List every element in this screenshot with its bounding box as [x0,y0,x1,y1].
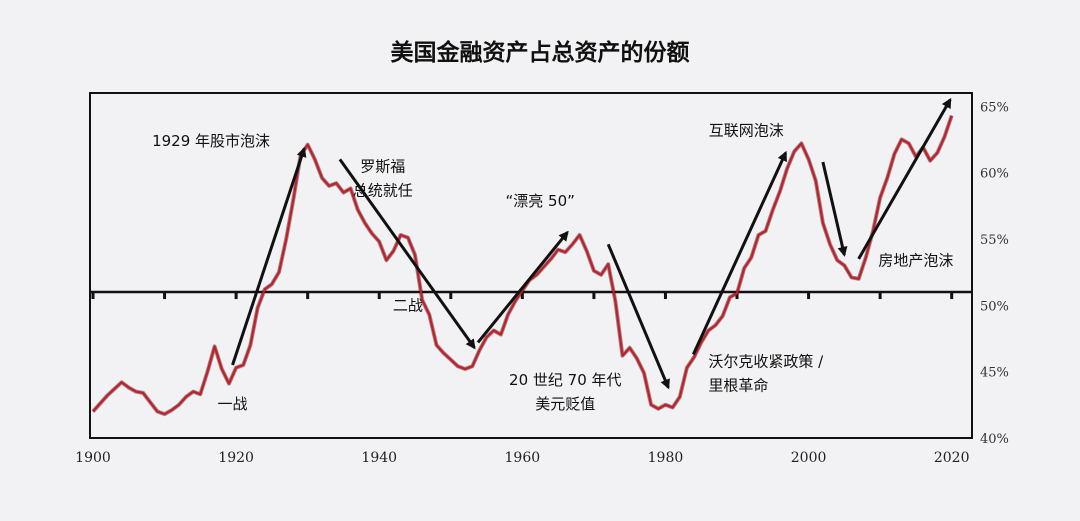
trend-arrow [606,243,670,390]
annotation-label: 罗斯福 [360,157,405,175]
y-axis-ticks: 40% 45% 50% 55% 60% 65% [980,100,1009,447]
arrows-group [231,97,952,390]
trend-arrow [476,230,569,344]
x-tick-label: 1920 [218,450,254,466]
x-tick-label: 2020 [934,450,970,466]
annotation-label: 沃尔克收紧政策 / [708,352,824,370]
trend-arrow [821,161,848,257]
trend-arrow [857,97,952,260]
x-tick-label: 1940 [361,450,397,466]
x-axis-ticks: 1900 1920 1940 1960 1980 2000 2020 [75,450,969,466]
y-tick-label: 50% [980,299,1009,314]
trend-arrow [231,146,307,366]
y-tick-label: 65% [980,100,1009,115]
trend-arrow [692,150,788,356]
annotation-label: 房地产泡沫 [878,252,953,270]
x-tick-label: 2000 [791,450,827,466]
annotation-label: “漂亮 50” [506,192,575,210]
y-tick-label: 55% [980,233,1009,248]
x-tick-label: 1980 [648,450,684,466]
annotation-label: 二战 [393,297,423,315]
plot-frame [89,92,973,439]
annotation-label: 互联网泡沫 [709,121,784,139]
annotation-label: 总统就任 [353,181,413,199]
chart-title: 美国金融资产占总资产的份额 [391,39,690,66]
annotation-label: 20 世纪 70 年代 [509,371,621,389]
annotation-label: 一战 [218,395,248,413]
annotation-label: 里根革命 [708,376,768,394]
annotation-label: 美元贬值 [535,395,595,413]
y-tick-label: 60% [980,167,1009,182]
x-tick-label: 1900 [75,450,111,466]
trend-arrow [338,158,476,350]
x-tick-label: 1960 [505,450,541,466]
y-tick-label: 40% [980,432,1009,447]
annotation-label: 1929 年股市泡沫 [152,132,270,150]
y-tick-label: 45% [980,366,1009,381]
reference-line-group [90,290,972,300]
